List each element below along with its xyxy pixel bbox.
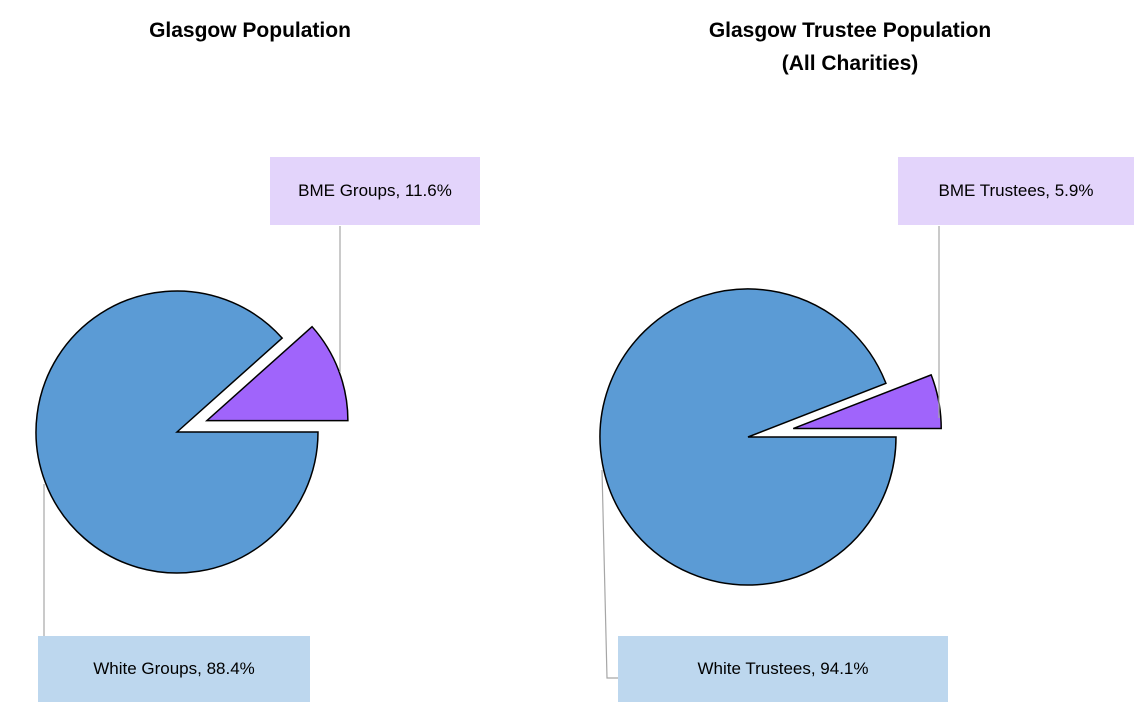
slice-white-groups xyxy=(35,290,319,574)
chart2-title-line2: (All Charities) xyxy=(781,52,919,75)
data-label-bme-trustees: BME Trustees, 5.9% xyxy=(898,157,1134,225)
leader-line-big xyxy=(601,469,618,679)
chart2-title-line1: Glasgow Trustee Population xyxy=(708,19,992,42)
chart2-title: Glasgow Trustee Population (All Charitie… xyxy=(650,14,1050,80)
data-label-white-groups: White Groups, 88.4% xyxy=(38,636,310,702)
data-label-bme-groups: BME Groups, 11.6% xyxy=(270,157,480,225)
chart1-title: Glasgow Population xyxy=(149,19,351,42)
slice-bme-groups xyxy=(204,325,349,422)
data-label-white-trustees: White Trustees, 94.1% xyxy=(618,636,948,702)
slice-white-trustees xyxy=(599,288,897,586)
